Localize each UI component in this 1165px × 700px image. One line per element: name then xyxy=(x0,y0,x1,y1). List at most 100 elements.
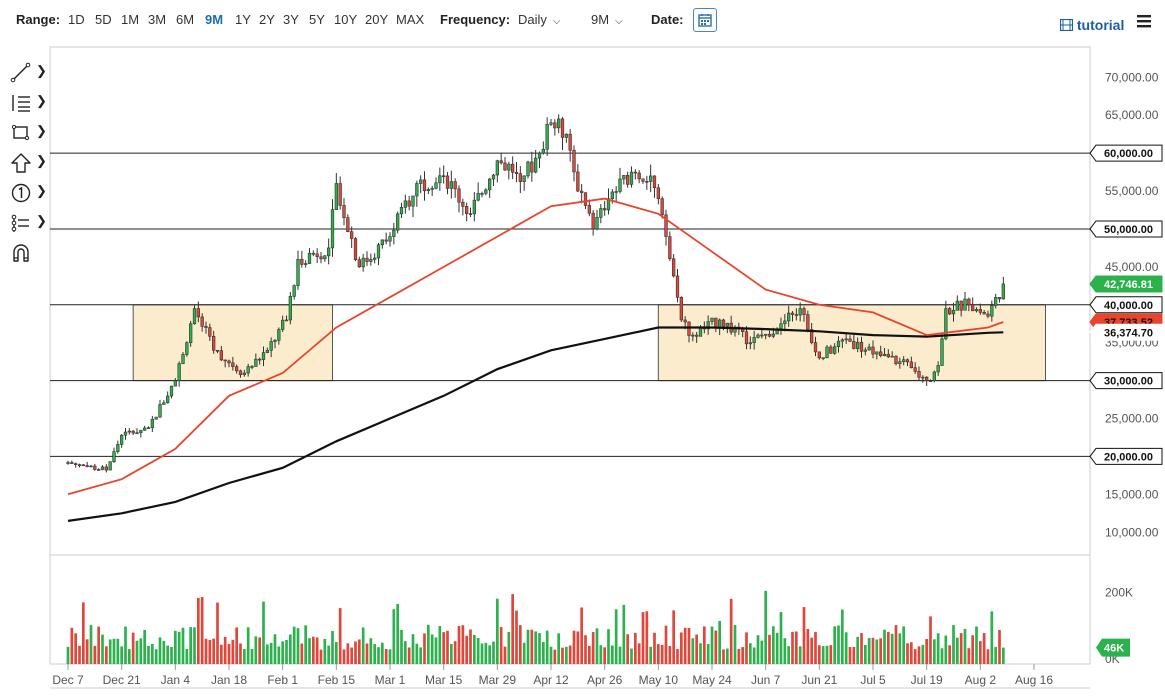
candle-body xyxy=(97,469,101,471)
annotation-tool[interactable]: ❯ xyxy=(8,180,48,206)
hamburger-menu-icon[interactable] xyxy=(1137,14,1151,28)
volume-bar xyxy=(710,626,714,664)
candle-body xyxy=(725,322,729,327)
candle-body xyxy=(817,351,821,359)
candle-body xyxy=(994,297,998,306)
candle-body xyxy=(557,118,561,129)
period-select[interactable]: 9M ⌵ xyxy=(591,12,623,27)
candle-body xyxy=(338,183,342,206)
candle-body xyxy=(281,319,285,330)
candle-body xyxy=(518,173,522,182)
price-tag-box xyxy=(1089,296,1163,314)
volume-bar xyxy=(725,648,729,664)
volume-bar xyxy=(480,643,484,664)
volume-bar xyxy=(683,627,687,664)
range-button-6m[interactable]: 6M xyxy=(176,12,195,27)
candle-body xyxy=(169,385,174,397)
x-tick-label: May 10 xyxy=(639,673,679,687)
volume-bar xyxy=(242,649,246,664)
volume-bar xyxy=(741,647,745,664)
candle-body xyxy=(411,195,415,207)
tutorial-link[interactable]: tutorial xyxy=(1059,17,1124,33)
volume-bar xyxy=(150,643,154,664)
range-button-5d[interactable]: 5D xyxy=(95,12,112,27)
price-tags: 60,000.0050,000.0042,746.8140,000.0037,7… xyxy=(1089,144,1163,657)
volume-bar xyxy=(342,649,346,664)
candle-body xyxy=(652,175,657,189)
volume-bar xyxy=(511,594,515,664)
candle-body xyxy=(357,259,361,268)
candle-body xyxy=(507,163,511,171)
volume-bar xyxy=(886,631,890,664)
candle-body xyxy=(564,133,568,138)
range-button-5y[interactable]: 5Y xyxy=(309,12,325,27)
volume-bar xyxy=(499,627,503,664)
volume-bar xyxy=(216,602,219,664)
range-button-1m[interactable]: 1M xyxy=(121,12,140,27)
volume-bar xyxy=(587,645,591,664)
candle-body xyxy=(89,465,93,468)
candle-body xyxy=(679,297,683,321)
volume-bar xyxy=(407,647,411,664)
price-tag-label: 30,000.00 xyxy=(1104,376,1153,388)
arrow-tool[interactable]: ❯ xyxy=(8,150,48,176)
volume-bar xyxy=(783,638,787,664)
volume-bar xyxy=(817,645,821,664)
trendline-tool[interactable]: ❯ xyxy=(8,60,48,86)
volume-bar xyxy=(894,625,898,664)
candle-body xyxy=(645,181,649,183)
volume-bar xyxy=(530,629,534,664)
magnet-tool[interactable] xyxy=(8,240,48,266)
range-button-10y[interactable]: 10Y xyxy=(334,12,358,27)
candle-body xyxy=(66,462,70,464)
range-button-20y[interactable]: 20Y xyxy=(365,12,389,27)
candle-body xyxy=(649,175,653,182)
volume-bar xyxy=(423,633,426,664)
candle-body xyxy=(863,349,867,352)
candle-body xyxy=(192,308,197,325)
volume-bar xyxy=(246,627,250,664)
volume-bar xyxy=(254,636,258,664)
volume-bar xyxy=(756,635,760,664)
candle-body xyxy=(886,353,890,358)
price-tag-label: 40,000.00 xyxy=(1104,300,1153,312)
fibonacci-tool[interactable]: ❯ xyxy=(8,90,48,116)
range-button-max[interactable]: MAX xyxy=(396,12,425,27)
volume-bar xyxy=(430,634,434,664)
volume-bar xyxy=(940,648,944,664)
candle-body xyxy=(177,363,181,381)
range-button-1y[interactable]: 1Y xyxy=(235,12,251,27)
candle-body xyxy=(476,193,480,201)
volume-bar xyxy=(74,633,78,664)
candle-body xyxy=(288,296,292,321)
volume-tag-box xyxy=(1096,638,1130,657)
volume-bar xyxy=(902,626,906,664)
measure-tool[interactable]: ❯ xyxy=(8,210,48,236)
volume-bar xyxy=(446,630,449,664)
candle-body xyxy=(235,366,239,372)
candle-body xyxy=(1001,283,1005,300)
range-button-9m[interactable]: 9M xyxy=(205,12,224,27)
range-button-3m[interactable]: 3M xyxy=(148,12,167,27)
frequency-select[interactable]: Daily ⌵ xyxy=(518,12,561,27)
volume-bar xyxy=(292,626,296,664)
candle-body xyxy=(388,236,392,242)
rectangle-tool[interactable]: ❯ xyxy=(8,120,48,146)
range-button-2y[interactable]: 2Y xyxy=(259,12,275,27)
candle-body xyxy=(254,358,258,367)
volume-bar xyxy=(465,635,469,664)
volume-bar xyxy=(403,641,407,664)
film-icon xyxy=(1059,18,1074,32)
candle-body xyxy=(495,160,499,176)
range-button-1d[interactable]: 1D xyxy=(68,12,85,27)
candle-body xyxy=(242,372,246,375)
volume-bar xyxy=(231,639,235,664)
calendar-button[interactable] xyxy=(693,8,717,32)
volume-bar xyxy=(687,627,691,664)
range-button-3y[interactable]: 3Y xyxy=(283,12,299,27)
toolbar: Range: 1D 5D 1M 3M 6M 9M 1Y 2Y 3Y 5Y 10Y 20Y MAX Fre… xyxy=(0,0,1165,40)
volume-bar xyxy=(691,638,695,664)
candle-body xyxy=(675,275,680,298)
candle-body xyxy=(948,308,952,315)
candle-body xyxy=(116,444,120,452)
